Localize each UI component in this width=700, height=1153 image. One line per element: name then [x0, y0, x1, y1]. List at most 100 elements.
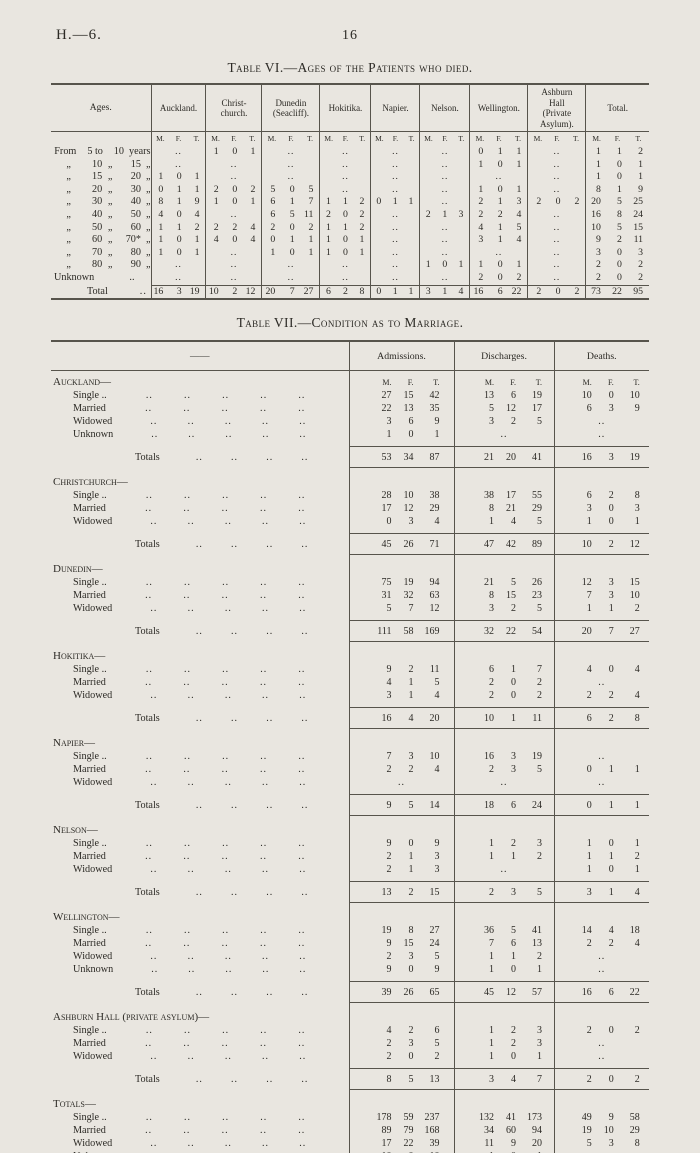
age-row: „ 15 „ 20 „ 1 0 1.............. 1 0 1	[51, 171, 649, 184]
age-label-part: 60	[130, 221, 141, 233]
stat-cell: ..	[553, 1150, 649, 1153]
totals-stat-cell: 16 4 20	[348, 707, 454, 730]
dot-leader: ..	[301, 799, 309, 811]
totals-label-cell: Totals........	[51, 621, 349, 642]
dot-leader: ..	[183, 577, 191, 589]
age-row: „ 30 „ 40 „ 8 1 9 1 0 1 6 1 7 1 1 2 0 1 1.. 2 1 3 2 0 2 20 5 25	[51, 196, 649, 209]
marriage-condition-row: Widowed.......... 3 6 9 3 2 5..	[51, 415, 649, 429]
row-label: Single ..	[73, 1112, 107, 1124]
totals-stat-cell: 2 3 5	[453, 881, 554, 904]
spacer-cell	[453, 1063, 554, 1069]
value-cell: 3	[638, 246, 643, 258]
stat-cell: 9 2 11	[348, 663, 454, 677]
value-cell: 2	[638, 146, 643, 157]
spacer-cell	[553, 815, 649, 825]
blank-cell: ..	[319, 158, 371, 172]
value: 12	[629, 538, 640, 550]
value: 3	[608, 403, 614, 415]
value-cell: 3	[458, 208, 464, 220]
value: 10	[581, 538, 592, 550]
value-triplet: 3 2 5	[455, 602, 554, 615]
value-triplet: 36 5 41	[455, 924, 554, 937]
value: 16	[581, 451, 592, 463]
section-header-cell	[348, 563, 454, 577]
dot-leader: ..	[195, 1073, 203, 1085]
row-label-wrap: Widowed..........	[51, 776, 349, 789]
value: 4	[434, 764, 440, 776]
value: 32	[484, 625, 494, 637]
dot-leaders: ..........	[112, 950, 348, 963]
section-header-cell	[348, 911, 454, 925]
total-label: Total..	[51, 286, 151, 297]
row-label: Widowed	[73, 777, 113, 789]
dot-leaders: ..........	[112, 602, 348, 615]
value: 5	[489, 403, 494, 415]
value-triplet: 1 0 1	[555, 515, 650, 528]
value-cell: 0	[442, 259, 448, 271]
dot-leader: ..	[298, 577, 306, 589]
dot-leader: ..	[262, 951, 270, 963]
value-cell: 2	[469, 271, 490, 286]
value: 1	[608, 764, 614, 776]
value-cell: 6	[261, 208, 282, 222]
dot-leader: ..	[150, 1051, 158, 1063]
value-triplet: 13 2 15	[350, 886, 454, 899]
value-cell: 4	[205, 234, 225, 247]
value: 41	[506, 1112, 516, 1124]
value: 2	[489, 886, 494, 898]
asylum-column-header: Napier.	[370, 84, 420, 132]
totals-stat-cell: 13 2 15	[348, 881, 454, 904]
value: 4	[434, 690, 440, 702]
table-vi-body: M. F. T. M. F. T. M. F. T. M. F. T. M. F. T. M. F. T. M. F.…	[51, 131, 649, 286]
blank-cell: ..	[527, 146, 586, 159]
value: 0	[392, 1150, 414, 1153]
blank-cell: ..	[527, 234, 586, 247]
value: 9	[434, 838, 440, 850]
value: 2	[537, 677, 542, 689]
blank-cell: ..	[370, 208, 420, 222]
dot-leaders: ........	[160, 986, 349, 999]
value-cell: 22	[606, 284, 628, 300]
blank-cell: ..	[419, 146, 470, 159]
age-label: „ 80 „ 90 „	[51, 259, 150, 272]
spacer-row	[51, 615, 649, 621]
value: 2	[511, 1025, 516, 1037]
value-cell: 0	[497, 158, 503, 170]
value-cell: 0	[370, 284, 388, 300]
value-cell: 3	[469, 234, 490, 247]
value: 3	[489, 1073, 494, 1085]
table-vii: —— Admissions. Discharges. Deaths. Auckland…	[51, 340, 649, 1153]
value-triplet: 9 0 9	[350, 963, 454, 976]
dot-leaders: ..........	[106, 589, 349, 602]
marriage-condition-row: Single ............ 75 19 94 21 5 26 12 3 15	[51, 576, 649, 590]
mft-label: M.	[582, 378, 592, 388]
mft-subheader: T.	[307, 134, 313, 143]
age-label-cell: From 5 to 10 years	[51, 146, 151, 159]
value-cell: 0	[617, 259, 622, 271]
blank-cell: ..	[419, 183, 470, 197]
value: 2	[408, 886, 414, 898]
age-label: „ 20 „ 30 „	[51, 184, 150, 197]
row-label-cell: Widowed..........	[51, 863, 349, 876]
value-cell: 0	[176, 246, 182, 258]
mft-subheader: M.	[319, 131, 337, 146]
value-cell: 1	[585, 171, 607, 184]
age-label-part: 70	[91, 246, 103, 258]
stat-cell: 27 15 42	[348, 389, 454, 403]
spacer-cell	[553, 876, 649, 882]
spacer-cell	[348, 1089, 454, 1099]
row-label-wrap: Widowed..........	[51, 950, 349, 963]
dot-leader: ..	[221, 1125, 229, 1137]
section-header-row: Auckland— M. F. T. M. F. T. M. F. T.	[51, 376, 649, 390]
value-triplet: 3 4 7	[455, 1073, 554, 1086]
stat-cell: 13 6 19	[453, 389, 554, 403]
value: 0	[408, 429, 414, 441]
row-label-cell: Unknown..........	[51, 1150, 349, 1153]
value-cell: 5	[289, 208, 295, 220]
dot-leader: ..	[195, 538, 203, 550]
spacer-cell	[453, 370, 554, 377]
stat-cell: 132 41 173	[453, 1111, 554, 1125]
asylum-column-header: Ashburn Hall (Private Asylum).	[527, 84, 586, 132]
section-header-row: Wellington—	[51, 911, 649, 925]
mft-subheader: M.	[527, 131, 548, 146]
